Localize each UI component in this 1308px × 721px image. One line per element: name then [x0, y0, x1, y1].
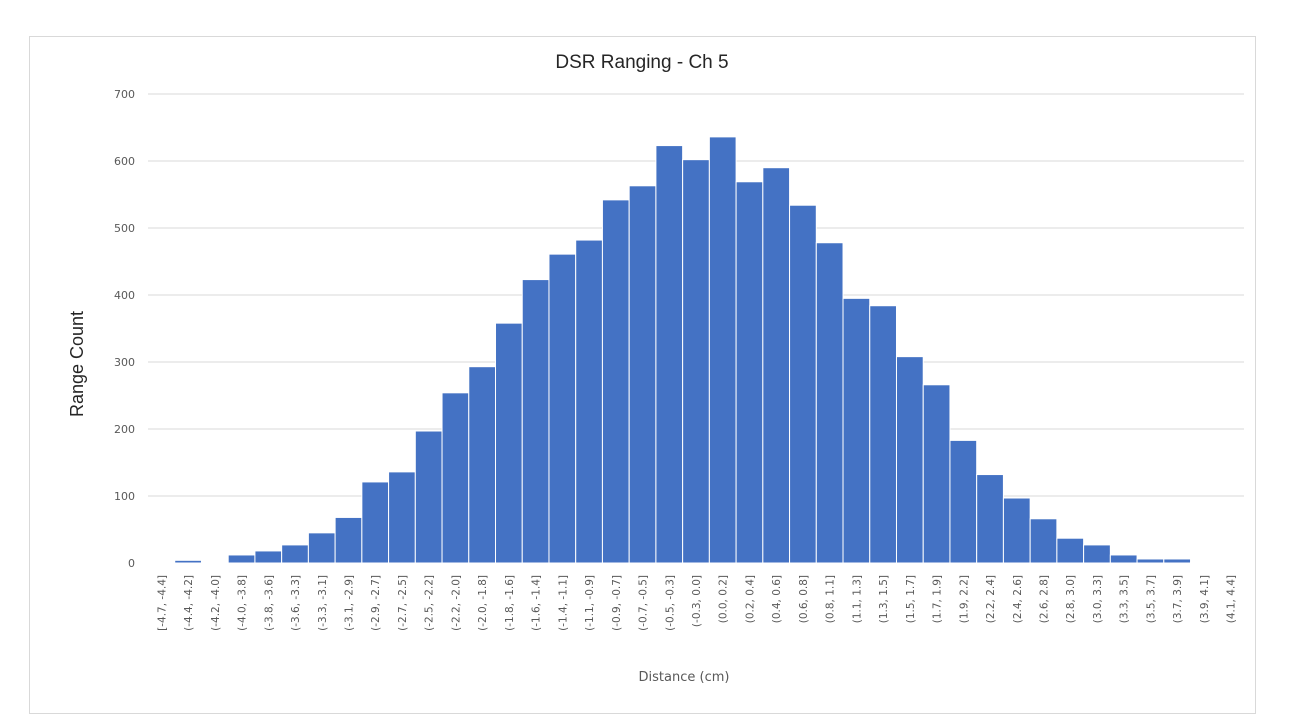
x-tick-label: (4.1, 4.4] [1226, 575, 1238, 623]
x-tick-label: (3.7, 3.9] [1172, 575, 1184, 623]
bar [307, 532, 336, 564]
x-tick-label: (3.3, 3.5] [1119, 575, 1131, 623]
bar [1190, 561, 1218, 564]
x-tick-label: (-3.3, -3.1] [317, 575, 329, 631]
x-tick-label: (2.2, 2.4] [985, 575, 997, 623]
x-tick-label: (0.2, 0.4] [744, 575, 756, 623]
bar [895, 356, 924, 564]
x-tick-labels: [-4.7, -4.4] (-4.4, -4.2] (-4.2, -4.0] (-4.… [156, 575, 1237, 631]
bar [949, 439, 978, 564]
x-tick-label: (0.8, 1.1] [825, 575, 837, 623]
bar [922, 384, 951, 564]
x-tick-label: (-2.2, -2.0] [450, 575, 462, 631]
bar [869, 305, 897, 564]
x-tick-label: (-2.7, -2.5] [397, 575, 409, 631]
x-tick-label: (-0.3, 0.0] [691, 575, 703, 627]
y-tick-label: 600 [114, 155, 135, 168]
x-tick-label: (-1.8, -1.6] [504, 575, 516, 631]
y-tick-label: 300 [114, 356, 135, 369]
x-tick-label: (1.7, 1.9] [932, 575, 944, 623]
bar [789, 204, 817, 564]
bar [762, 167, 791, 564]
x-tick-label: [-4.7, -4.4] [156, 575, 168, 631]
chart-frame: DSR Ranging - Ch 5 Range Count Distance … [29, 36, 1256, 714]
x-tick-label: (-3.1, -2.9] [343, 575, 355, 631]
bar [601, 199, 630, 564]
x-tick-label: (-0.9, -0.7] [611, 575, 623, 631]
x-tick-label: (-3.6, -3.3] [290, 575, 302, 631]
bar [521, 279, 550, 564]
x-tick-label: (-0.5, -0.3] [664, 575, 676, 631]
bar [441, 392, 470, 564]
bar [147, 561, 176, 564]
bar [254, 550, 283, 564]
bar [174, 559, 202, 564]
x-tick-label: (-2.0, -1.8] [477, 575, 489, 631]
x-tick-label: (0.4, 0.6] [771, 575, 783, 623]
bar [1216, 561, 1245, 564]
y-tick-label: 500 [114, 222, 135, 235]
bar [1056, 537, 1085, 564]
bar [708, 136, 737, 564]
bar [1029, 518, 1058, 564]
x-tick-label: (-4.2, -4.0] [210, 575, 222, 631]
x-tick-label: (1.5, 1.7] [905, 575, 917, 623]
y-axis-label: Range Count [67, 311, 87, 417]
x-tick-label: (0.6, 0.8] [798, 575, 810, 623]
bar [388, 471, 416, 564]
x-tick-label: (-4.4, -4.2] [183, 575, 195, 631]
bar [842, 297, 871, 564]
bar [1163, 558, 1192, 564]
bar [1109, 554, 1138, 564]
bar [361, 481, 390, 564]
x-tick-label: (1.9, 2.2] [958, 575, 970, 623]
bar [655, 145, 684, 564]
x-tick-label: (1.3, 1.5] [878, 575, 890, 623]
x-tick-label: (2.8, 3.0] [1065, 575, 1077, 623]
y-tick-label: 200 [114, 423, 135, 436]
y-tick-labels: 0 100 200 300 400 500 600 700 [114, 88, 135, 570]
bar [815, 242, 844, 564]
x-axis-label: Distance (cm) [639, 670, 730, 685]
x-tick-label: (-1.6, -1.4] [531, 575, 543, 631]
x-tick-label: (-2.9, -2.7] [370, 575, 382, 631]
histogram-chart: DSR Ranging - Ch 5 Range Count Distance … [67, 52, 1245, 685]
bar [1083, 544, 1111, 564]
x-tick-label: (-1.4, -1.1] [557, 575, 569, 631]
x-tick-label: (-3.8, -3.6] [263, 575, 275, 631]
x-tick-label: (1.1, 1.3] [851, 575, 863, 623]
bar [414, 430, 443, 564]
x-tick-label: (3.5, 3.7] [1145, 575, 1157, 623]
bar [281, 544, 309, 564]
bars [147, 136, 1245, 564]
bar [976, 474, 1004, 564]
x-tick-label: (0.0, 0.2] [718, 575, 730, 623]
bar [735, 181, 764, 564]
bar [495, 322, 523, 564]
x-tick-label: (3.9, 4.1] [1199, 575, 1211, 623]
bar [682, 159, 710, 564]
bar [628, 185, 657, 564]
x-tick-label: (2.4, 2.6] [1012, 575, 1024, 623]
y-tick-label: 700 [114, 88, 135, 101]
x-tick-label: (3.0, 3.3] [1092, 575, 1104, 623]
x-tick-label: (-2.5, -2.2] [424, 575, 436, 631]
bar [1136, 558, 1165, 564]
y-tick-label: 100 [114, 490, 135, 503]
bar [548, 253, 577, 564]
y-tick-label: 400 [114, 289, 135, 302]
bar [1002, 497, 1031, 564]
bar [200, 561, 229, 564]
bar [227, 554, 256, 564]
x-tick-label: (-1.1, -0.9] [584, 575, 596, 631]
x-tick-label: (2.6, 2.8] [1039, 575, 1051, 623]
bar [334, 516, 363, 564]
chart-title: DSR Ranging - Ch 5 [555, 52, 728, 73]
x-tick-label: (-4.0, -3.8] [237, 575, 249, 631]
y-tick-label: 0 [128, 557, 135, 570]
x-tick-label: (-0.7, -0.5] [638, 575, 650, 631]
bar [575, 239, 603, 564]
bar [468, 366, 497, 564]
